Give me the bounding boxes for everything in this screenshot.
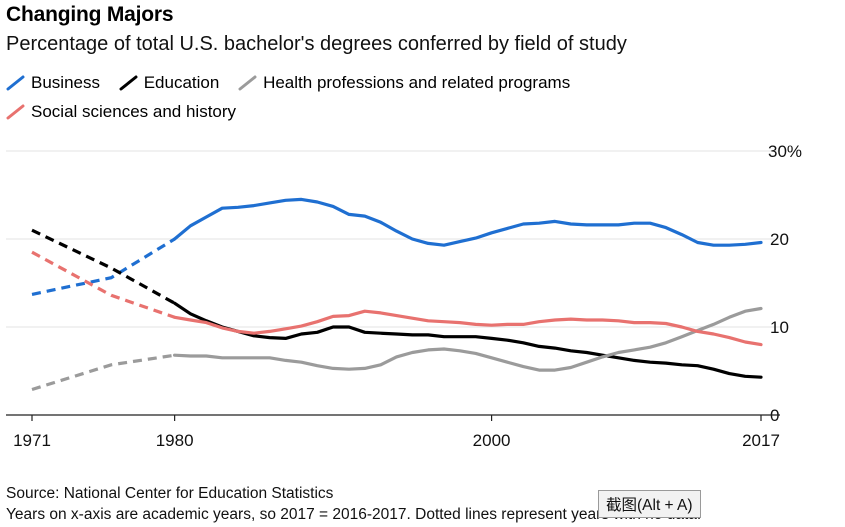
chart-subtitle: Percentage of total U.S. bachelor's degr… — [6, 33, 627, 55]
axis-note: Years on x-axis are academic years, so 2… — [6, 506, 702, 523]
footer: Source: National Center for Education St… — [6, 483, 701, 525]
legend-item-social[interactable]: Social sciences and history — [6, 99, 236, 125]
legend-line-education — [119, 75, 138, 91]
legend-item-health[interactable]: Health professions and related programs — [238, 70, 570, 96]
legend-swatch-business — [6, 75, 25, 91]
series-line-dotted-social — [31, 250, 176, 319]
series-line-education — [173, 301, 763, 379]
series-line-dotted-health — [31, 353, 175, 392]
series-line-health — [173, 306, 763, 372]
legend-label-education: Education — [143, 73, 220, 92]
legend-label-social: Social sciences and history — [31, 102, 237, 121]
legend-label-health: Health professions and related programs — [263, 73, 571, 92]
y-tick-label-30: 30% — [768, 142, 802, 161]
x-tick-label-1980: 1980 — [156, 431, 194, 450]
x-tick-label-2000: 2000 — [473, 431, 511, 450]
legend-swatch-education — [119, 75, 138, 91]
series-line-social — [173, 309, 763, 347]
y-tick-label-10: 10 — [770, 318, 789, 337]
legend-label-business: Business — [31, 73, 100, 92]
legend-line-health — [238, 75, 257, 91]
x-tick-label-1971: 1971 — [13, 431, 51, 450]
legend-line-social — [6, 104, 25, 120]
legend-item-education[interactable]: Education — [119, 70, 220, 96]
legend-swatch-health — [238, 75, 257, 91]
y-tick-label-20: 20 — [770, 230, 789, 249]
series-line-dotted-business — [31, 237, 176, 296]
legend: Business Education Health professions an… — [6, 70, 766, 128]
x-tick-label-2017: 2017 — [742, 431, 780, 450]
source-note: Source: National Center for Education St… — [6, 485, 334, 502]
legend-line-business — [6, 75, 25, 91]
legend-swatch-social — [6, 104, 25, 120]
screenshot-tooltip: 截图(Alt + A) — [598, 490, 701, 518]
legend-item-business[interactable]: Business — [6, 70, 100, 96]
chart-title: Changing Majors — [6, 3, 174, 26]
series-line-business — [173, 197, 763, 247]
series-line-dotted-education — [31, 228, 176, 305]
